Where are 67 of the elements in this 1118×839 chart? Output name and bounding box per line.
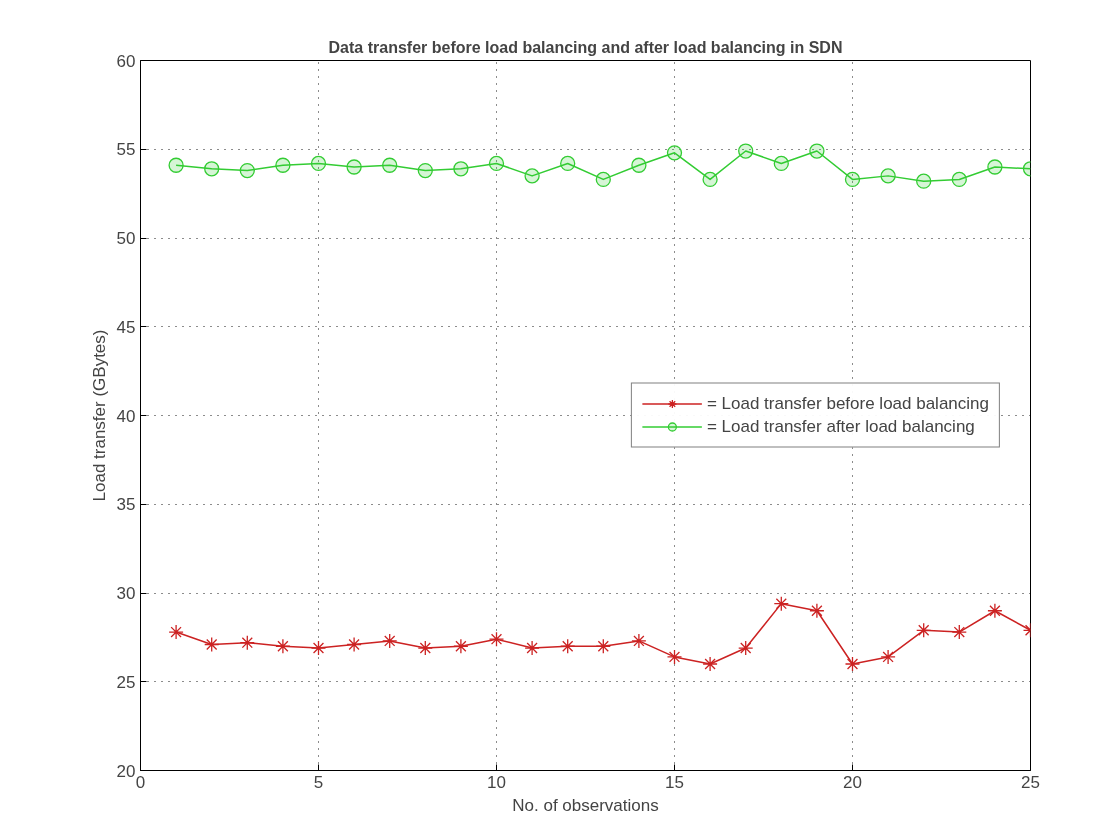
point [453,638,469,654]
x-tick-label: 20 [843,772,862,792]
x-axis-title: No. of observations [512,795,659,815]
point [880,168,896,184]
point [560,155,576,172]
point [738,143,754,159]
x-tick-label: 5 [313,772,324,792]
point [560,638,576,654]
point [666,145,683,161]
point [631,157,647,173]
point [417,640,433,656]
x-tick-label: 0 [135,772,146,792]
point [417,162,433,179]
point [738,640,754,656]
point [310,640,327,656]
point [595,171,611,188]
point [382,633,398,649]
point [453,161,469,177]
point [346,159,362,175]
y-tick-label: 35 [116,495,136,515]
y-tick-label: 25 [116,672,136,692]
point [239,635,255,651]
y-axis-title: Load transfer (GBytes) [89,329,109,502]
point [844,171,861,188]
y-tick-label: 60 [116,51,136,71]
point [631,633,647,649]
point [666,649,683,665]
point [275,157,291,173]
legend-label: = Load transfer after load balancing [706,416,975,437]
point [809,603,825,619]
point [524,640,540,656]
point [204,161,220,177]
point [916,622,932,638]
point [880,649,896,665]
point [239,162,255,179]
point [346,636,362,653]
point [987,159,1003,175]
point [773,155,789,172]
legend-label: = Load transfer before load balancing [706,393,989,414]
point [916,173,932,189]
point [168,624,184,640]
point [204,636,220,653]
point [702,171,718,188]
y-tick-label: 45 [116,317,136,337]
point [773,596,789,612]
x-tick-label: 25 [1021,772,1040,792]
point [951,624,967,640]
point [595,638,611,654]
point [951,171,967,188]
point [275,638,291,654]
y-tick-label: 55 [116,140,136,160]
point [382,157,398,173]
point [702,656,718,672]
point [987,603,1003,619]
point [524,168,540,184]
point [844,656,861,672]
x-tick-label: 15 [665,772,684,792]
y-tick-label: 30 [116,584,136,603]
point [488,631,505,647]
point [168,157,184,173]
chart-title: Data transfer before load balancing and after load balancing in SDN [328,38,843,56]
point [488,155,505,172]
point [809,143,825,159]
y-tick-label: 50 [116,229,136,248]
y-tick-label: 40 [116,406,136,426]
x-tick-label: 10 [487,772,506,792]
point [310,155,327,172]
